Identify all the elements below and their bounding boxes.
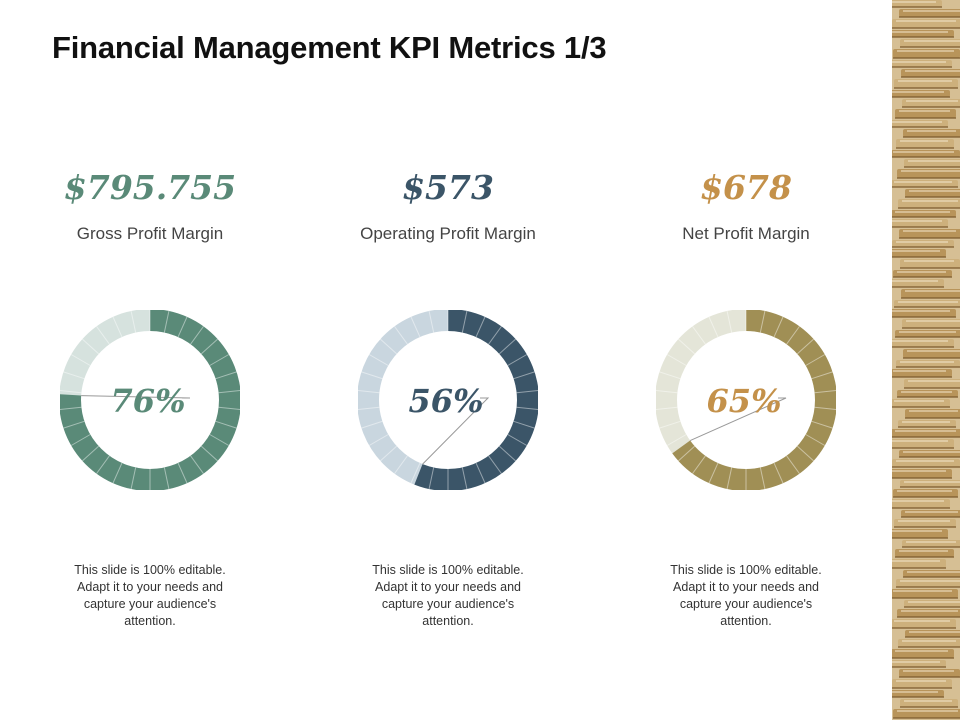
donut-chart: 56% — [358, 310, 538, 490]
kpi-label: Net Profit Margin — [682, 224, 810, 243]
slide-title: Financial Management KPI Metrics 1/3 — [52, 30, 607, 65]
kpi-value: $678 — [700, 168, 792, 207]
donut-value-arc — [656, 310, 836, 490]
donut-value-arc — [60, 310, 240, 490]
leader-line — [422, 397, 490, 465]
donut-segment-dividers — [358, 310, 538, 490]
kpi-description: This slide is 100% editable. Adapt it to… — [670, 563, 822, 628]
kpi-net-profit: $678 Net Profit Margin 65% This slide is… — [596, 160, 896, 628]
kpi-value: $795.755 — [63, 168, 237, 207]
donut-percent-label: 56% — [409, 382, 484, 420]
donut-segment-dividers — [60, 310, 240, 490]
donut-value-arc — [358, 310, 538, 490]
kpi-operating-profit: $573 Operating Profit Margin 56% This sl… — [298, 160, 598, 628]
kpi-description: This slide is 100% editable. Adapt it to… — [372, 563, 524, 628]
donut-segment-dividers — [656, 310, 836, 490]
leader-line — [81, 395, 191, 399]
kpi-description: This slide is 100% editable. Adapt it to… — [74, 563, 226, 628]
leader-line — [689, 397, 787, 442]
kpi-gross-profit: $795.755 Gross Profit Margin 76% This sl… — [0, 160, 300, 628]
donut-chart: 76% — [60, 310, 240, 490]
kpi-value: $573 — [402, 168, 494, 207]
kpi-label: Operating Profit Margin — [360, 224, 536, 243]
donut-chart: 65% — [656, 310, 836, 490]
kpi-label: Gross Profit Margin — [76, 224, 224, 243]
donut-percent-label: 65% — [707, 382, 782, 420]
donut-percent-label: 76% — [111, 382, 186, 420]
coins-stack-image — [892, 0, 960, 720]
